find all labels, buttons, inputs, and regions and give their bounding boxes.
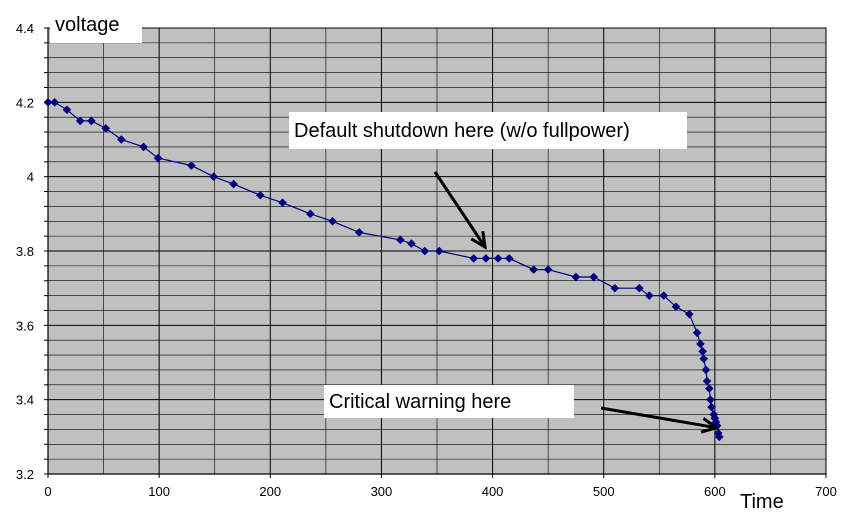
x-tick-label: 0 — [44, 484, 51, 499]
data-point — [187, 161, 196, 170]
y-tick-label: 3.4 — [16, 393, 34, 408]
data-point — [62, 105, 72, 115]
y-tick-label: 4.2 — [16, 95, 34, 110]
data-point — [278, 198, 287, 207]
annotation-shutdown: Default shutdown here (w/o fullpower) — [294, 120, 630, 142]
data-point — [328, 216, 337, 226]
xlabel: Time — [740, 491, 784, 513]
data-point — [589, 272, 599, 282]
data-point — [153, 153, 163, 163]
data-point — [75, 116, 85, 126]
data-point — [305, 209, 315, 219]
y-tick-label: 4.4 — [16, 21, 34, 36]
data-point — [705, 384, 714, 393]
data-point — [543, 265, 553, 274]
data-point — [644, 291, 654, 300]
data-point — [117, 135, 126, 144]
data-point — [407, 239, 416, 248]
data-point — [696, 339, 705, 349]
data-point — [481, 254, 491, 263]
data-point — [504, 254, 514, 263]
data-point — [706, 395, 715, 404]
data-point — [529, 265, 538, 274]
x-tick-label: 300 — [371, 484, 393, 499]
data-point — [87, 116, 96, 126]
data-point — [610, 283, 620, 293]
annotation-box-critical — [324, 385, 574, 418]
data-point — [434, 246, 444, 256]
data-point — [709, 410, 719, 419]
arrow-critical — [600, 406, 717, 430]
x-tick-label: 100 — [148, 484, 170, 499]
series-layer — [43, 98, 724, 442]
y-tick-labels: 3.2 3.4 3.6 3.8 4 4.2 4.4 — [16, 21, 34, 482]
x-tick-label: 600 — [704, 484, 726, 499]
data-point — [354, 228, 364, 237]
data-point — [255, 190, 265, 200]
x-tick-label: 500 — [593, 484, 615, 499]
x-tick-label: 200 — [259, 484, 281, 499]
data-point — [702, 376, 712, 386]
data-point — [707, 402, 716, 412]
data-point — [571, 272, 581, 282]
ylabel-box — [50, 10, 142, 43]
data-point — [634, 283, 644, 293]
y-tick-label: 3.2 — [16, 467, 34, 482]
y-tick-label: 4 — [27, 170, 34, 185]
data-point — [684, 309, 694, 319]
data-point — [139, 142, 148, 152]
annotation-critical: Critical warning here — [329, 391, 511, 413]
x-tick-label: 700 — [815, 484, 837, 499]
data-point — [659, 291, 669, 300]
data-point — [698, 347, 707, 356]
x-tick-labels: 0 100 200 300 400 500 600 700 — [44, 484, 836, 499]
arrow-shutdown — [433, 171, 487, 248]
data-point — [229, 179, 238, 189]
data-point — [43, 98, 53, 107]
data-point — [50, 98, 59, 107]
data-point — [396, 235, 405, 245]
arrow-shutdown-head — [470, 230, 487, 250]
annotation-box-shutdown — [289, 112, 687, 149]
data-point — [671, 302, 681, 312]
ylabel: voltage — [55, 14, 120, 36]
data-point — [692, 328, 702, 338]
y-tick-label: 3.6 — [16, 318, 34, 333]
data-point — [420, 246, 430, 256]
xlabel-box — [733, 484, 793, 514]
data-point — [699, 354, 709, 364]
annotation-arrows — [433, 171, 720, 434]
x-tick-label: 400 — [482, 484, 504, 499]
data-point — [209, 172, 218, 181]
arrow-critical-head — [700, 417, 720, 434]
data-point — [493, 254, 503, 263]
data-point — [101, 124, 111, 133]
data-point — [715, 432, 724, 442]
y-tick-label: 3.8 — [16, 244, 34, 259]
data-point — [701, 365, 711, 375]
data-point — [469, 254, 478, 263]
